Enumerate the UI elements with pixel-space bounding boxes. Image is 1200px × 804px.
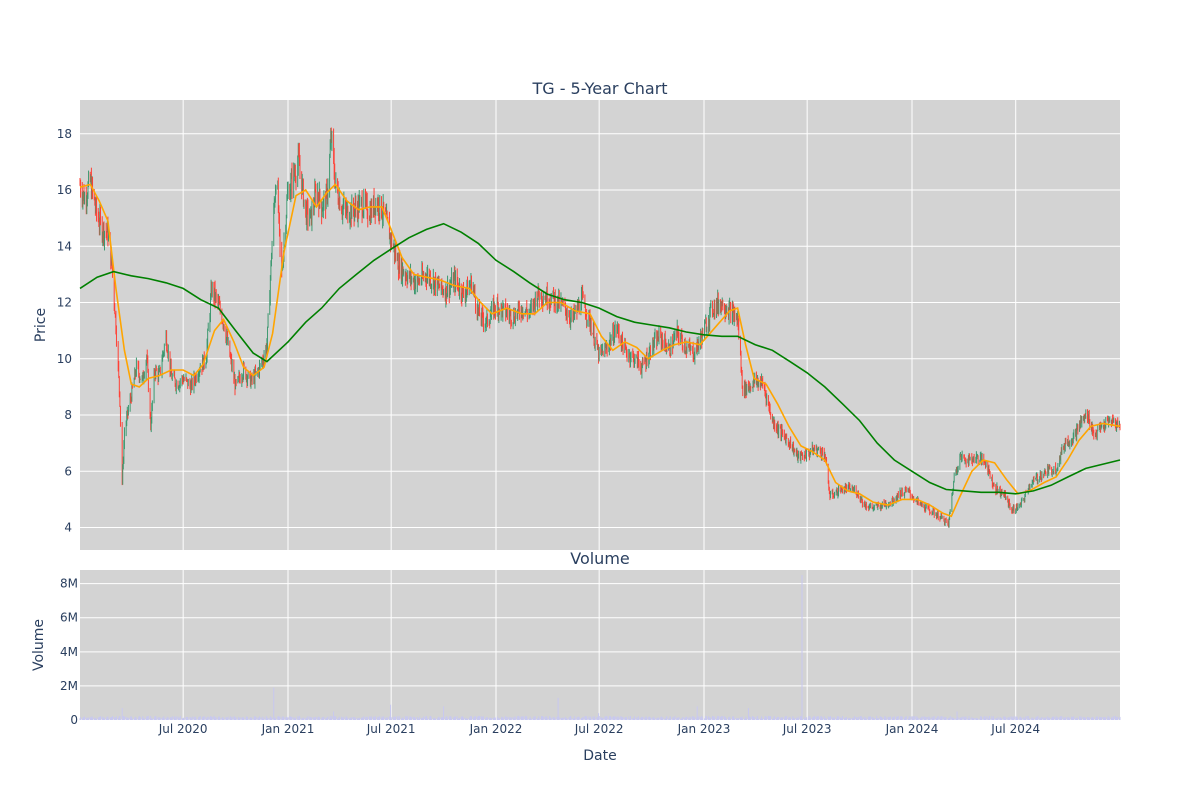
x-tick-label: Jan 2021 [261,722,315,736]
volume-y-tick-label: 8M [60,577,78,591]
price-y-tick-labels: 4 6 8 10 12 14 16 18 [57,127,72,535]
volume-y-tick-label: 6M [60,611,78,625]
x-tick-label: Jul 2023 [782,722,832,736]
volume-y-tick-label: 4M [60,645,78,659]
price-y-tick-label: 18 [57,127,72,141]
price-y-tick-label: 10 [57,352,72,366]
x-tick-label: Jan 2022 [469,722,523,736]
x-tick-label: Jul 2022 [574,722,624,736]
volume-y-tick-label: 0 [70,713,78,727]
x-tick-label: Jul 2021 [366,722,416,736]
volume-bars [79,575,1121,720]
price-vertical-grid [182,100,1017,550]
price-y-tick-label: 4 [64,521,72,535]
volume-axis-label: Volume [31,619,47,671]
price-y-tick-label: 14 [57,239,72,253]
price-chart-title: TG - 5-Year Chart [531,79,667,98]
volume-plot-background [80,570,1120,720]
price-plot-background [80,100,1120,550]
price-y-tick-label: 12 [57,296,72,310]
long-ma-line [79,222,1121,495]
price-horizontal-grid [80,133,1120,528]
volume-chart-title: Volume [570,549,630,568]
candlesticks [79,127,1121,528]
x-tick-label: Jul 2024 [990,722,1040,736]
x-tick-label: Jul 2020 [158,722,208,736]
x-tick-label: Jan 2023 [677,722,731,736]
price-axis-label: Price [33,308,49,342]
price-y-tick-label: 6 [64,464,72,478]
price-y-tick-label: 8 [64,408,72,422]
volume-y-tick-label: 2M [60,679,78,693]
x-axis-label: Date [583,748,616,764]
x-tick-label: Jan 2024 [885,722,939,736]
volume-vertical-grid [182,570,1017,720]
short-ma-line [79,183,1121,518]
volume-y-tick-labels: 0 2M 4M 6M 8M [60,577,78,727]
price-y-tick-label: 16 [57,183,72,197]
x-tick-labels: Jul 2020 Jan 2021 Jul 2021 Jan 2022 Jul 2022… [158,722,1040,736]
